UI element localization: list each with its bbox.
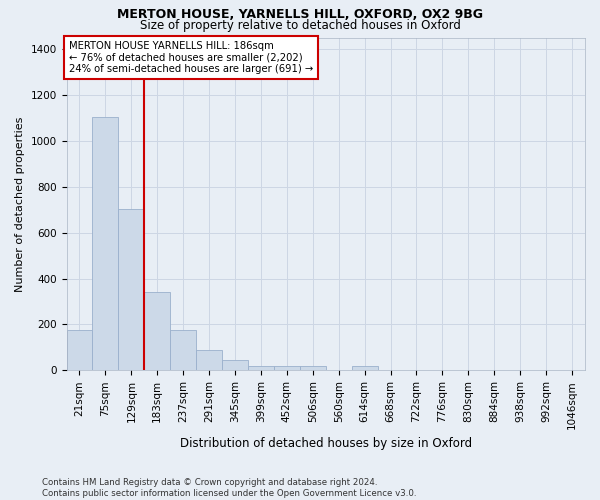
Bar xyxy=(300,366,326,370)
X-axis label: Distribution of detached houses by size in Oxford: Distribution of detached houses by size … xyxy=(180,437,472,450)
Bar xyxy=(196,350,222,370)
Text: Size of property relative to detached houses in Oxford: Size of property relative to detached ho… xyxy=(140,19,460,32)
Y-axis label: Number of detached properties: Number of detached properties xyxy=(15,116,25,292)
Bar xyxy=(248,366,274,370)
Bar xyxy=(352,366,377,370)
Text: Contains HM Land Registry data © Crown copyright and database right 2024.
Contai: Contains HM Land Registry data © Crown c… xyxy=(42,478,416,498)
Bar xyxy=(170,330,196,370)
Text: MERTON HOUSE YARNELLS HILL: 186sqm
← 76% of detached houses are smaller (2,202)
: MERTON HOUSE YARNELLS HILL: 186sqm ← 76%… xyxy=(69,41,313,74)
Bar xyxy=(92,116,118,370)
Bar xyxy=(222,360,248,370)
Bar xyxy=(144,292,170,370)
Bar xyxy=(274,366,300,370)
Text: MERTON HOUSE, YARNELLS HILL, OXFORD, OX2 9BG: MERTON HOUSE, YARNELLS HILL, OXFORD, OX2… xyxy=(117,8,483,20)
Bar xyxy=(118,208,144,370)
Bar xyxy=(67,330,92,370)
